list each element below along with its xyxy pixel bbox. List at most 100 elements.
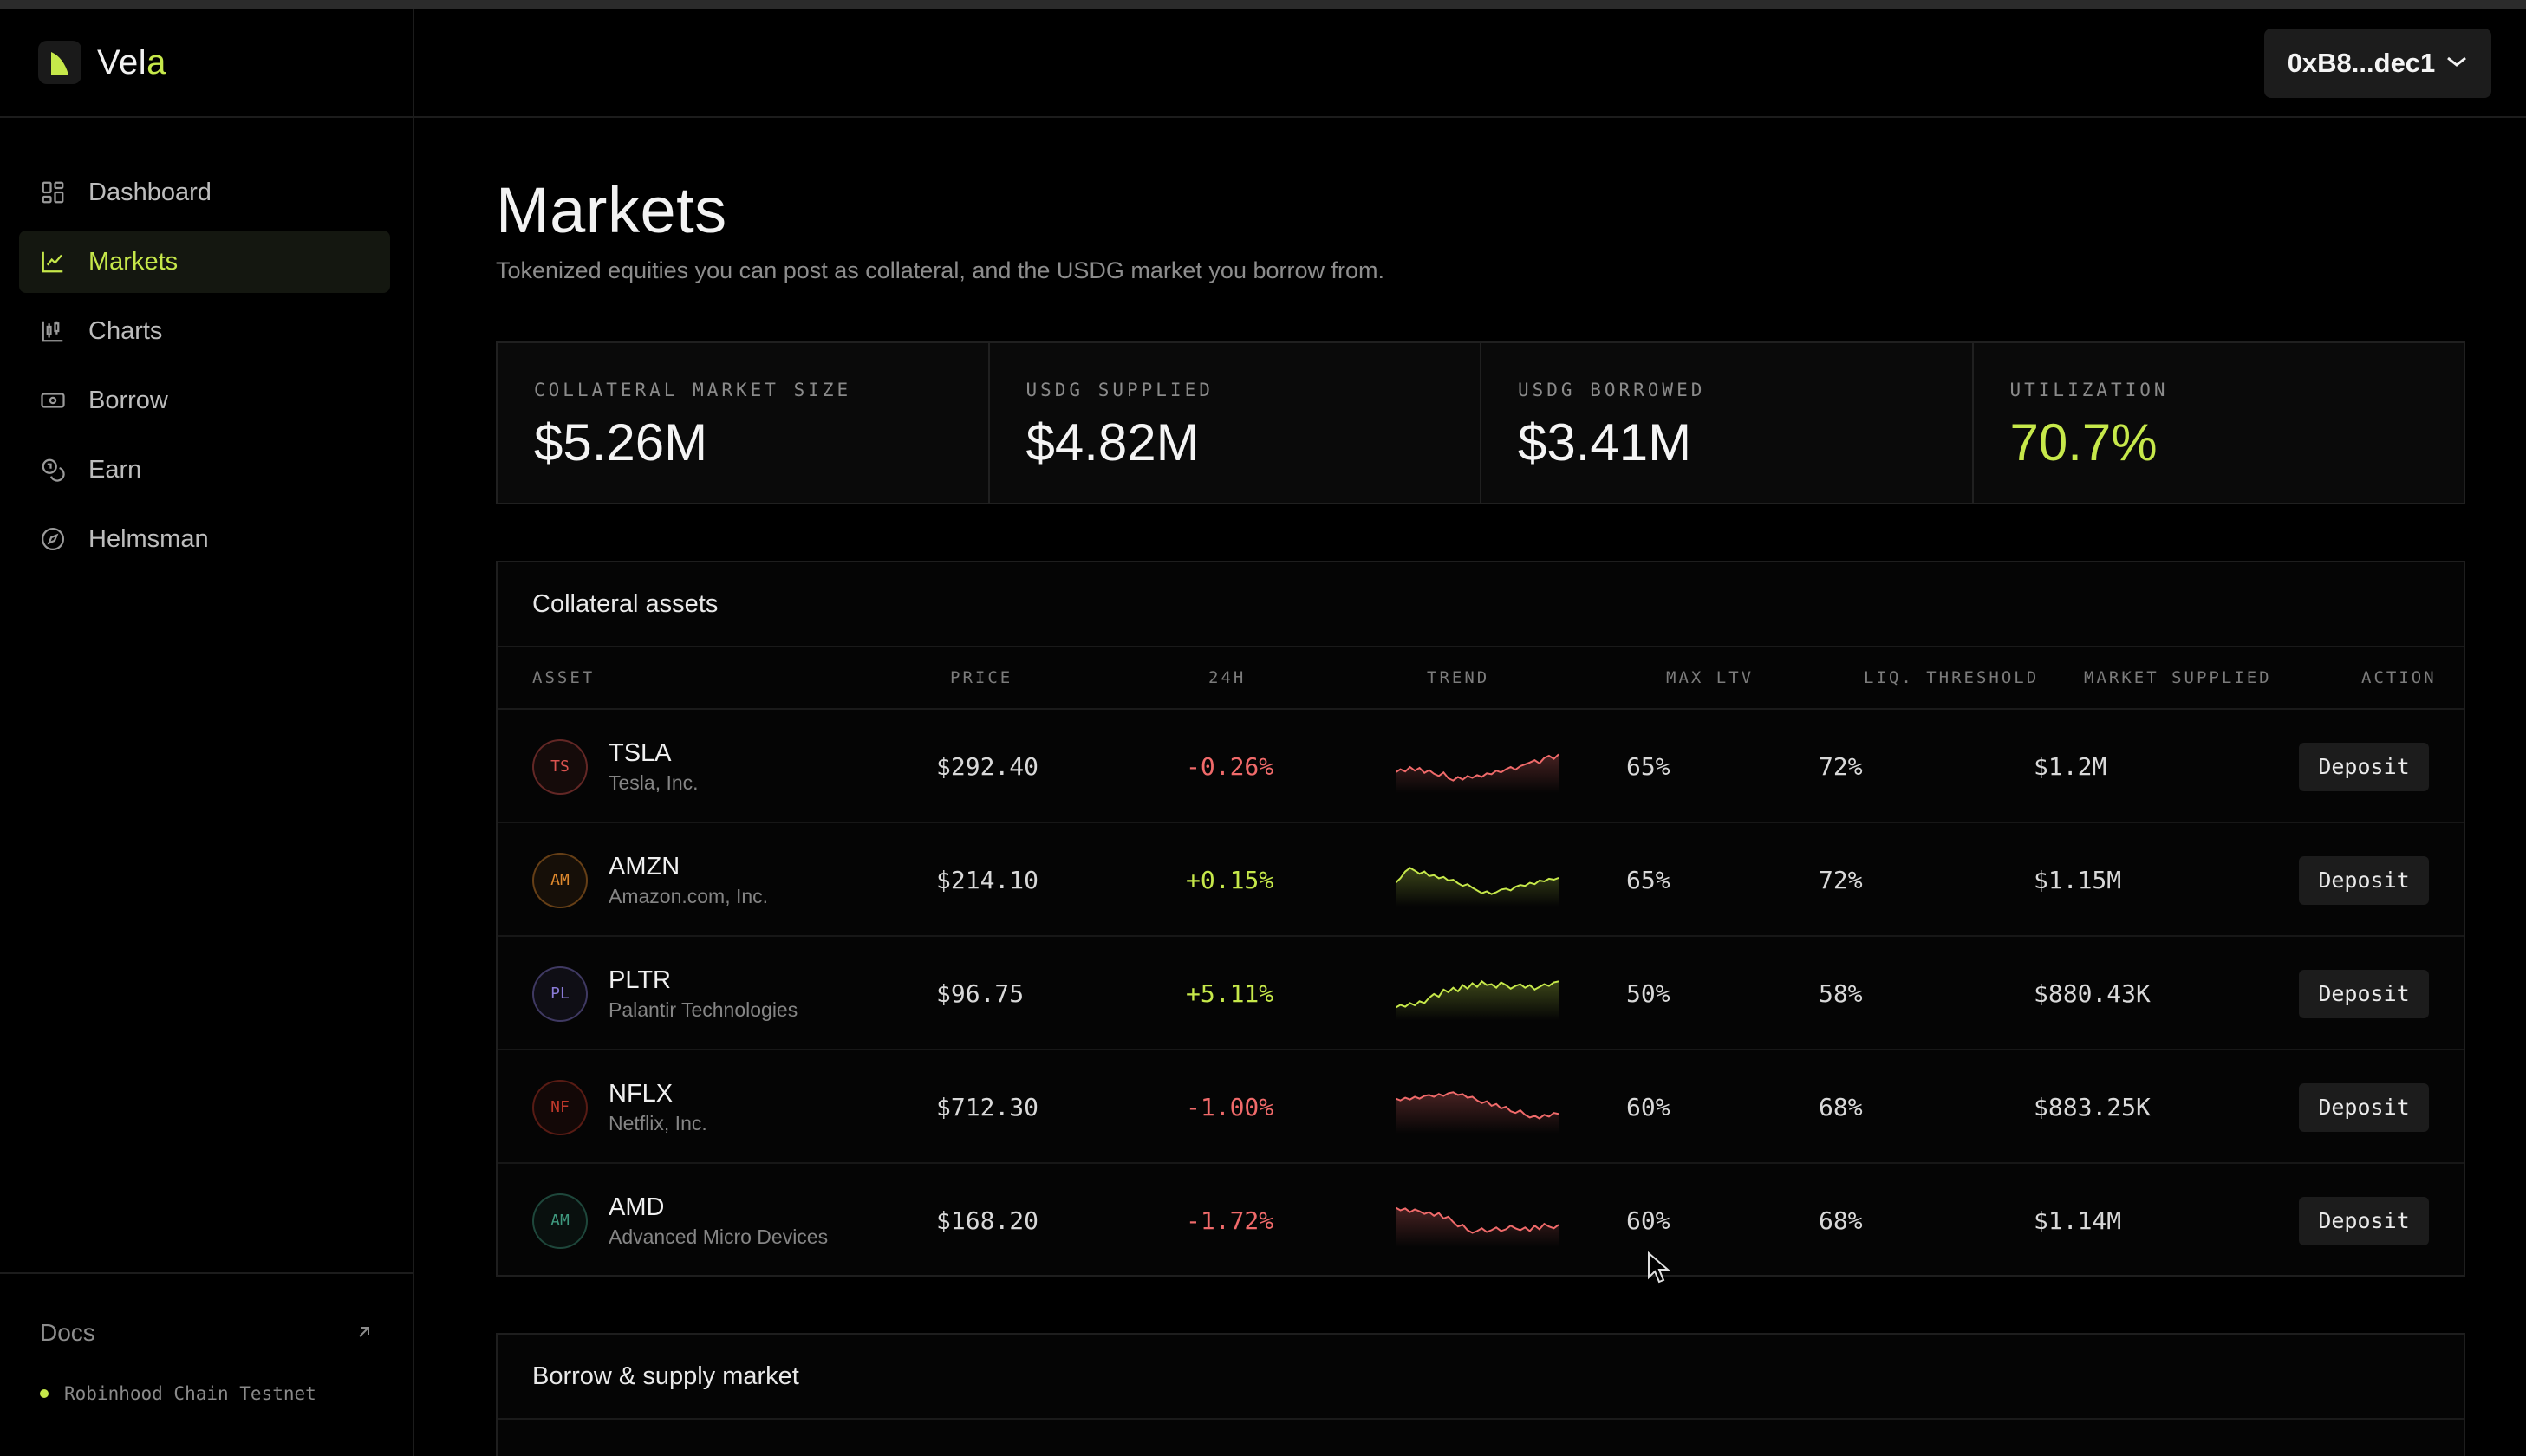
asset-price: $214.10 xyxy=(936,866,1039,894)
brand[interactable]: Vela xyxy=(0,9,413,118)
banknote-icon xyxy=(40,387,66,413)
asset-cell: NF NFLX Netflix, Inc. xyxy=(532,1050,707,1164)
asset-change-24h: -0.26% xyxy=(1186,752,1274,781)
wallet-button[interactable]: 0xB8...dec1 xyxy=(2264,29,2491,98)
brand-logo-icon xyxy=(38,41,81,84)
column-header-asset: ASSET xyxy=(532,668,596,687)
top-bar: 0xB8...dec1 xyxy=(414,9,2526,118)
trend-sparkline xyxy=(1396,1090,1559,1134)
asset-max-ltv: 65% xyxy=(1626,752,1670,781)
asset-initials: NF xyxy=(550,1098,570,1116)
asset-market-supplied: $1.14M xyxy=(2034,1206,2122,1235)
asset-change-24h: -1.72% xyxy=(1186,1206,1274,1235)
deposit-button[interactable]: Deposit xyxy=(2299,969,2429,1018)
asset-cell: TS TSLA Tesla, Inc. xyxy=(532,710,699,823)
sidebar-item-borrow[interactable]: Borrow xyxy=(19,369,390,432)
stats-panel: COLLATERAL MARKET SIZE $5.26M USDG SUPPL… xyxy=(496,341,2465,504)
trend-sparkline xyxy=(1396,753,1559,793)
asset-cell: PL PLTR Palantir Technologies xyxy=(532,937,798,1050)
table-header: ASSET PRICE 24H TREND MAX LTV LIQ. THRES… xyxy=(498,647,2464,710)
borrow-supply-title: Borrow & supply market xyxy=(498,1335,2464,1420)
sparkline-area xyxy=(1396,980,1559,1020)
trend-sparkline-cell xyxy=(1396,1050,1559,1164)
asset-avatar: AM xyxy=(532,1193,588,1249)
asset-name: Tesla, Inc. xyxy=(609,770,699,794)
sparkline-line xyxy=(1396,979,1559,1008)
asset-cell: AM AMZN Amazon.com, Inc. xyxy=(532,823,768,937)
asset-market-supplied: $1.2M xyxy=(2034,752,2107,781)
table-row: AM AMZN Amazon.com, Inc. $214.10 +0.15% 65% 72… xyxy=(498,823,2464,937)
compass-icon xyxy=(40,526,66,552)
mouse-cursor-icon xyxy=(1648,1251,1670,1284)
asset-liq-threshold: 58% xyxy=(1819,979,1863,1008)
line-chart-icon xyxy=(40,249,66,275)
deposit-button[interactable]: Deposit xyxy=(2299,1082,2429,1132)
deposit-cell: Deposit xyxy=(2299,710,2429,823)
sidebar-item-charts[interactable]: Charts xyxy=(19,300,390,362)
deposit-button[interactable]: Deposit xyxy=(2299,742,2429,791)
asset-change-24h: +0.15% xyxy=(1186,866,1274,894)
deposit-cell: Deposit xyxy=(2299,1164,2429,1277)
asset-max-ltv: 50% xyxy=(1626,979,1670,1008)
asset-initials: PL xyxy=(550,985,570,1003)
sidebar-item-helmsman[interactable]: Helmsman xyxy=(19,508,390,570)
asset-initials: TS xyxy=(550,757,570,776)
asset-name: Netflix, Inc. xyxy=(609,1111,707,1134)
stat-value: $5.26M xyxy=(534,413,708,471)
asset-initials: AM xyxy=(550,1212,570,1230)
column-header-max-ltv: MAX LTV xyxy=(1666,668,1755,687)
sidebar-item-markets[interactable]: Markets xyxy=(19,231,390,293)
sidebar-item-label: Helmsman xyxy=(88,524,209,553)
asset-text: TSLA Tesla, Inc. xyxy=(609,739,699,795)
column-header-trend: TREND xyxy=(1427,668,1490,687)
docs-link[interactable]: Docs xyxy=(40,1319,373,1347)
sidebar-item-label: Markets xyxy=(88,247,179,276)
deposit-cell: Deposit xyxy=(2299,823,2429,937)
asset-symbol: PLTR xyxy=(609,965,671,994)
asset-avatar: AM xyxy=(532,852,588,908)
sidebar-item-earn[interactable]: Earn xyxy=(19,439,390,501)
network-status: Robinhood Chain Testnet xyxy=(40,1383,373,1404)
sidebar-item-dashboard[interactable]: Dashboard xyxy=(19,161,390,224)
network-status-dot-icon xyxy=(40,1389,49,1398)
sidebar-footer: Docs Robinhood Chain Testnet xyxy=(0,1272,413,1456)
docs-label: Docs xyxy=(40,1319,95,1346)
asset-text: NFLX Netflix, Inc. xyxy=(609,1080,707,1135)
sidebar-nav: Dashboard Markets Charts Borrow Earn xyxy=(0,118,413,570)
external-link-arrow-icon xyxy=(355,1319,373,1347)
coins-icon xyxy=(40,457,66,483)
dashboard-grid-icon xyxy=(40,179,66,205)
stat-label: UTILIZATION xyxy=(2009,380,2169,400)
asset-name: Amazon.com, Inc. xyxy=(609,884,769,907)
asset-market-supplied: $1.15M xyxy=(2034,866,2122,894)
table-row: AM AMD Advanced Micro Devices $168.20 -1.72%… xyxy=(498,1164,2464,1277)
stat-usdg-borrowed: USDG BORROWED $3.41M xyxy=(1481,343,1974,503)
page-subtitle: Tokenized equities you can post as colla… xyxy=(496,257,1384,283)
wallet-address: 0xB8...dec1 xyxy=(2287,48,2436,78)
column-header-price: PRICE xyxy=(950,668,1013,687)
sparkline-area xyxy=(1396,1206,1559,1247)
asset-price: $168.20 xyxy=(936,1206,1039,1235)
column-header-action: ACTION xyxy=(2361,668,2437,687)
collateral-table-body: TS TSLA Tesla, Inc. $292.40 -0.26% 65% 72% $1.2… xyxy=(498,710,2464,1277)
sidebar-item-label: Charts xyxy=(88,316,163,345)
stat-label: USDG BORROWED xyxy=(1518,380,1706,400)
asset-market-supplied: $883.25K xyxy=(2034,1093,2151,1121)
stat-value: 70.7% xyxy=(2009,413,2158,471)
asset-text: PLTR Palantir Technologies xyxy=(609,966,798,1022)
asset-change-24h: -1.00% xyxy=(1186,1093,1274,1121)
stat-label: USDG SUPPLIED xyxy=(1025,380,1214,400)
asset-price: $712.30 xyxy=(936,1093,1039,1121)
deposit-button[interactable]: Deposit xyxy=(2299,855,2429,905)
deposit-button[interactable]: Deposit xyxy=(2299,1196,2429,1245)
trend-sparkline-cell xyxy=(1396,710,1559,823)
stat-label: COLLATERAL MARKET SIZE xyxy=(534,380,852,400)
asset-symbol: AMZN xyxy=(609,852,680,881)
sparkline-line xyxy=(1396,866,1559,895)
network-name: Robinhood Chain Testnet xyxy=(64,1383,316,1404)
asset-market-supplied: $880.43K xyxy=(2034,979,2151,1008)
chevron-down-icon xyxy=(2445,51,2468,75)
asset-max-ltv: 65% xyxy=(1626,866,1670,894)
asset-cell: AM AMD Advanced Micro Devices xyxy=(532,1164,828,1277)
deposit-cell: Deposit xyxy=(2299,937,2429,1050)
